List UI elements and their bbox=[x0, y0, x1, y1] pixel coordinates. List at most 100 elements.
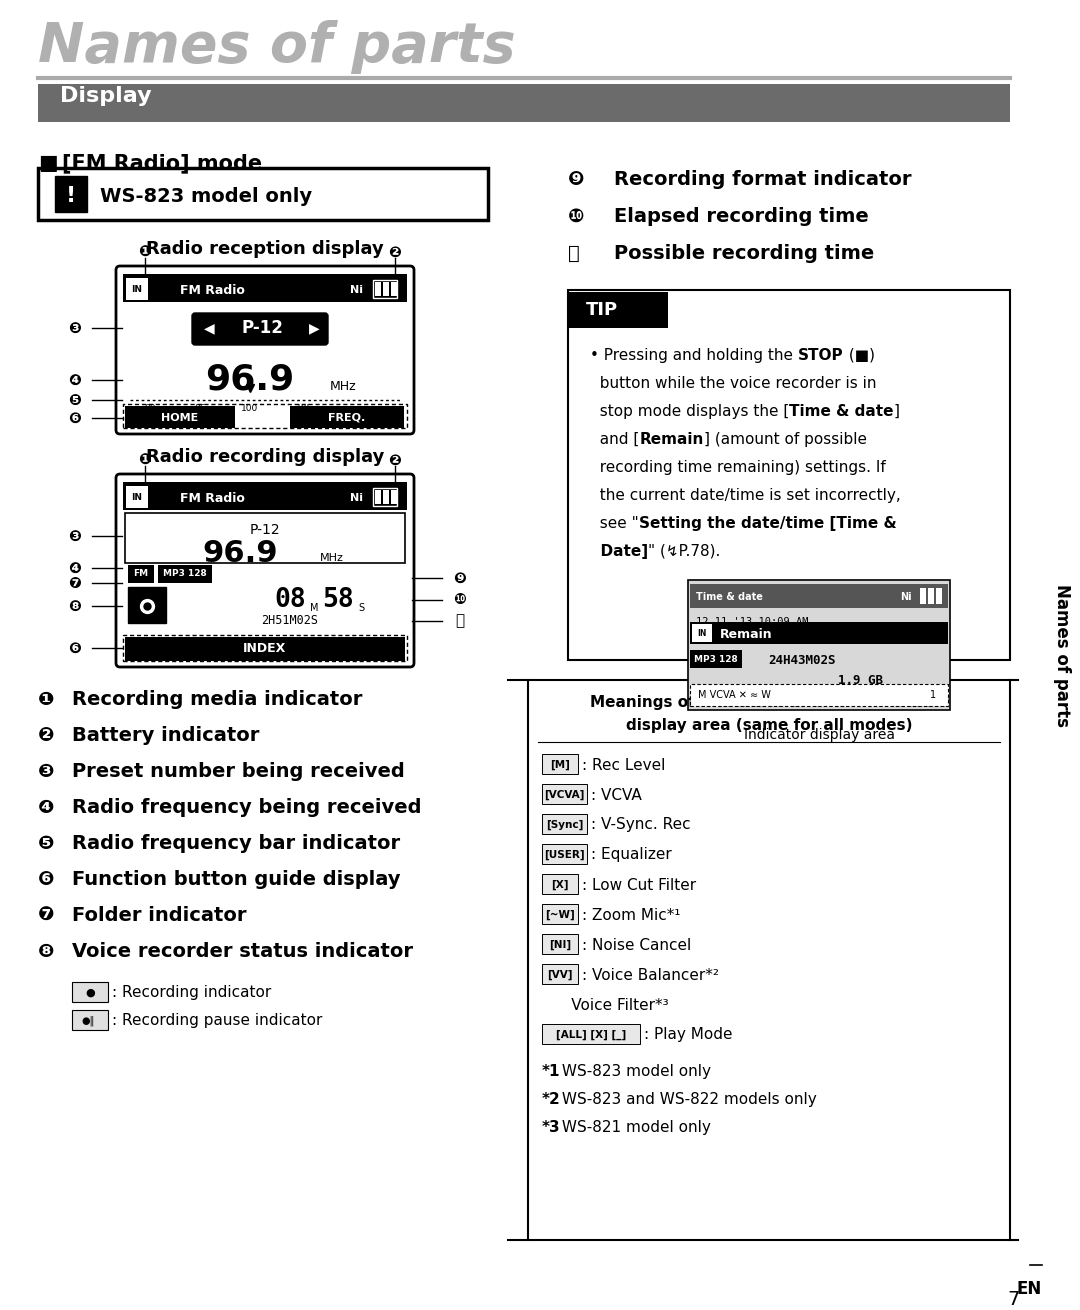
Text: Recording format indicator: Recording format indicator bbox=[615, 170, 912, 189]
Text: HOME: HOME bbox=[161, 413, 199, 423]
Text: MHz: MHz bbox=[320, 553, 343, 563]
Text: ❽: ❽ bbox=[38, 942, 54, 962]
Text: FM: FM bbox=[134, 570, 149, 579]
Text: : Play Mode: : Play Mode bbox=[644, 1027, 732, 1043]
Text: : Zoom Mic*¹: : Zoom Mic*¹ bbox=[582, 908, 680, 922]
Text: ❺: ❺ bbox=[68, 393, 81, 407]
Text: Radio frequency being received: Radio frequency being received bbox=[72, 798, 421, 817]
Text: *3: *3 bbox=[542, 1120, 561, 1134]
Text: 90: 90 bbox=[145, 403, 156, 413]
Text: Preset number being received: Preset number being received bbox=[72, 762, 405, 781]
Text: 24H43M02S: 24H43M02S bbox=[768, 654, 836, 667]
Text: and [: and [ bbox=[590, 432, 639, 447]
Bar bbox=[542, 904, 578, 924]
Text: WS-823 model only: WS-823 model only bbox=[557, 1064, 711, 1079]
Text: WS-823 model only: WS-823 model only bbox=[100, 186, 312, 206]
Text: see ": see " bbox=[590, 516, 638, 531]
Text: ❺: ❺ bbox=[38, 834, 54, 853]
Text: WS-823 and WS-822 models only: WS-823 and WS-822 models only bbox=[557, 1093, 816, 1107]
Text: (■): (■) bbox=[843, 348, 875, 363]
Text: ❶: ❶ bbox=[138, 245, 151, 259]
Text: ❿: ❿ bbox=[454, 592, 467, 608]
Bar bbox=[690, 684, 948, 706]
Text: Names of parts: Names of parts bbox=[1053, 583, 1071, 727]
Text: Radio reception display: Radio reception display bbox=[146, 240, 383, 258]
Text: Setting the date/time [Time &: Setting the date/time [Time & bbox=[638, 516, 896, 531]
Text: Folder indicator: Folder indicator bbox=[72, 907, 246, 925]
Text: ❽: ❽ bbox=[68, 599, 81, 613]
Text: : Low Cut Filter: : Low Cut Filter bbox=[582, 878, 697, 892]
Bar bbox=[38, 84, 1010, 122]
Text: ❷: ❷ bbox=[389, 452, 402, 468]
Bar bbox=[72, 1010, 108, 1030]
Text: : Equalizer: : Equalizer bbox=[591, 848, 672, 862]
Bar bbox=[373, 489, 397, 506]
Text: WS-821 model only: WS-821 model only bbox=[557, 1120, 711, 1134]
Bar bbox=[936, 588, 942, 604]
Text: 1: 1 bbox=[930, 690, 936, 700]
Text: ❻: ❻ bbox=[38, 870, 54, 889]
Text: Voice recorder status indicator: Voice recorder status indicator bbox=[72, 942, 413, 962]
Text: Time & date: Time & date bbox=[696, 592, 762, 603]
Text: *2: *2 bbox=[542, 1093, 561, 1107]
Text: P-12: P-12 bbox=[241, 320, 283, 337]
Text: ❹: ❹ bbox=[38, 798, 54, 817]
Text: ❼: ❼ bbox=[68, 575, 81, 591]
Text: Meanings of indicators shown in indicator: Meanings of indicators shown in indicato… bbox=[590, 696, 948, 710]
Text: 58: 58 bbox=[322, 587, 354, 613]
Text: Ni: Ni bbox=[900, 592, 912, 603]
Text: [X]: [X] bbox=[551, 880, 569, 889]
Text: 08: 08 bbox=[274, 587, 306, 613]
Text: ◀: ◀ bbox=[204, 321, 215, 335]
Text: [VCVA]: [VCVA] bbox=[544, 790, 584, 800]
Bar bbox=[123, 274, 407, 303]
Bar bbox=[123, 482, 407, 510]
Bar bbox=[542, 874, 578, 893]
Text: : Recording pause indicator: : Recording pause indicator bbox=[112, 1014, 322, 1028]
Text: button while the voice recorder is in: button while the voice recorder is in bbox=[590, 376, 877, 390]
Bar bbox=[38, 168, 488, 220]
Text: ❸: ❸ bbox=[38, 762, 54, 781]
Text: Display: Display bbox=[60, 86, 151, 106]
Bar bbox=[690, 622, 948, 645]
Bar bbox=[383, 490, 389, 504]
Text: the current date/time is set incorrectly,: the current date/time is set incorrectly… bbox=[590, 489, 901, 503]
Text: [USER]: [USER] bbox=[544, 850, 584, 861]
Text: ▶: ▶ bbox=[309, 321, 320, 335]
Text: ■: ■ bbox=[38, 153, 57, 173]
Bar bbox=[383, 282, 389, 296]
Bar bbox=[125, 514, 405, 563]
Text: 100: 100 bbox=[241, 403, 258, 413]
Text: Recording media indicator: Recording media indicator bbox=[72, 690, 363, 709]
Text: 7: 7 bbox=[1008, 1290, 1020, 1309]
Text: TIP: TIP bbox=[586, 301, 618, 320]
Bar bbox=[129, 587, 166, 624]
Bar bbox=[391, 282, 397, 296]
Text: Ni: Ni bbox=[350, 493, 363, 503]
Text: Remain: Remain bbox=[639, 432, 704, 447]
Bar bbox=[542, 755, 578, 774]
Text: ⓫: ⓫ bbox=[568, 244, 580, 263]
Text: ]: ] bbox=[894, 403, 900, 419]
Bar bbox=[126, 486, 148, 508]
Text: ❶: ❶ bbox=[138, 452, 151, 468]
Bar bbox=[375, 490, 381, 504]
Text: Possible recording time: Possible recording time bbox=[615, 244, 874, 263]
Bar bbox=[568, 290, 1010, 660]
Text: : V-Sync. Rec: : V-Sync. Rec bbox=[591, 817, 690, 832]
Text: ❾: ❾ bbox=[454, 570, 467, 586]
Text: ❸: ❸ bbox=[68, 528, 81, 544]
Bar bbox=[375, 282, 381, 296]
Bar bbox=[692, 624, 712, 642]
Text: MP3 128: MP3 128 bbox=[694, 655, 738, 664]
Text: FREQ.: FREQ. bbox=[328, 413, 366, 423]
Text: 1.9 GB: 1.9 GB bbox=[838, 673, 883, 686]
Bar bbox=[928, 588, 934, 604]
Text: ❶: ❶ bbox=[38, 690, 54, 709]
Text: IN: IN bbox=[132, 286, 143, 295]
Text: Ni: Ni bbox=[350, 286, 363, 295]
Text: Function button guide display: Function button guide display bbox=[72, 870, 401, 889]
Text: ❿: ❿ bbox=[568, 207, 584, 227]
Text: : Recording indicator: : Recording indicator bbox=[112, 985, 271, 1001]
Bar bbox=[391, 490, 397, 504]
